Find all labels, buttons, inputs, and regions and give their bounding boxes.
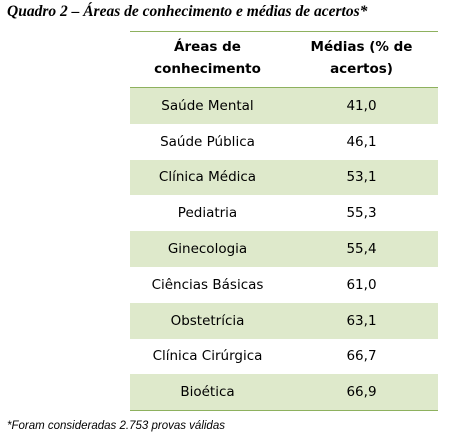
table-row: Clínica Cirúrgica 66,7 (130, 339, 438, 375)
area-cell: Clínica Médica (130, 159, 285, 196)
column-header-average: Médias (% de acertos) (285, 31, 438, 88)
area-cell: Saúde Mental (130, 87, 285, 124)
average-cell: 53,1 (285, 159, 438, 196)
area-cell: Pediatria (177, 205, 238, 222)
average-cell: 63,1 (285, 302, 438, 339)
table-row: Saúde Mental 41,0 (130, 87, 438, 124)
table-header-row: Áreas de conhecimento Médias (% de acert… (130, 31, 438, 88)
table-caption: Quadro 2 – Áreas de conhecimento e média… (7, 3, 368, 20)
table-footnote: *Foram consideradas 2.753 provas válidas (7, 420, 225, 432)
average-cell: 55,3 (346, 205, 377, 222)
area-cell: Clínica Cirúrgica (152, 348, 263, 365)
average-cell: 46,1 (346, 133, 377, 150)
table-row: Saúde Pública 46,1 (130, 124, 438, 160)
average-cell: 66,7 (346, 348, 377, 365)
average-cell: 61,0 (346, 276, 377, 293)
area-cell: Saúde Pública (160, 133, 255, 150)
area-cell: Bioética (130, 374, 285, 412)
table-row: Clínica Médica 53,1 (130, 159, 438, 196)
knowledge-areas-table: Áreas de conhecimento Médias (% de acert… (130, 31, 438, 412)
table-row: Bioética 66,9 (130, 374, 438, 412)
average-cell: 55,4 (285, 231, 438, 267)
table-row: Ginecologia 55,4 (130, 231, 438, 267)
area-cell: Ciências Básicas (151, 276, 264, 293)
area-cell: Obstetrícia (130, 302, 285, 339)
table-row: Ciências Básicas 61,0 (130, 267, 438, 303)
table-row: Obstetrícia 63,1 (130, 302, 438, 339)
table-row: Pediatria 55,3 (130, 195, 438, 231)
area-cell: Ginecologia (130, 231, 285, 267)
column-header-area: Áreas de conhecimento (130, 31, 285, 88)
average-cell: 41,0 (285, 87, 438, 124)
average-cell: 66,9 (285, 374, 438, 412)
